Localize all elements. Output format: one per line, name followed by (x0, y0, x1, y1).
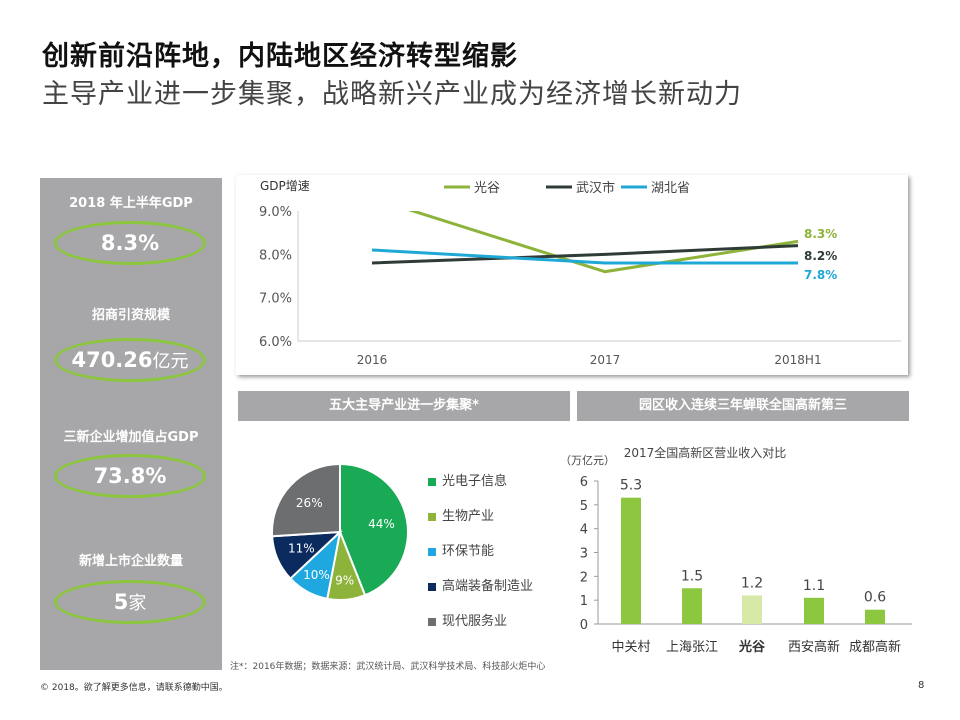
legend-item: 光电子信息 (428, 470, 507, 489)
kpi-label: 招商引资规模 (91, 308, 170, 323)
y-tick-label: 7.0% (259, 292, 292, 307)
series-line-武汉市 (371, 244, 799, 265)
pie-data-label: 10% (303, 568, 330, 582)
x-tick-label: 中关村 (611, 640, 650, 655)
legend-label: 湖北省 (651, 181, 690, 196)
end-data-label: 8.3% (804, 227, 837, 241)
x-tick-label: 西安高新 (788, 639, 840, 655)
legend-item: 高端装备制造业 (428, 575, 533, 594)
bar-data-label: 1.5 (681, 568, 703, 584)
chart-title: 2017全国高新区营业收入对比 (624, 445, 787, 460)
y-tick-label: 5 (580, 499, 588, 514)
bar-data-label: 5.3 (620, 478, 642, 494)
legend-label: 高端装备制造业 (442, 579, 534, 594)
section-header-industries: 五大主导产业进一步集聚* (238, 391, 570, 421)
kpi-panel: 2018 年上半年GDP 8.3% 招商引资规模 470.26亿元 三新企业增加… (40, 178, 222, 670)
legend-label: 现代服务业 (442, 614, 508, 629)
bar-data-label: 1.1 (803, 578, 825, 594)
kpi-label: 新增上市企业数量 (78, 554, 183, 569)
pie-slice (339, 462, 409, 597)
x-tick-label: 2016 (357, 353, 388, 367)
legend-item: 现代服务业 (428, 610, 507, 629)
bar-data-label: 0.6 (864, 590, 886, 606)
bar-中关村 (621, 497, 641, 624)
section-header-revenue: 园区收入连续三年蝉联全国高新第三 (577, 391, 909, 421)
gdp-growth-line-chart: GDP增速 6.0% 7.0% 8.0% 9.0% 2016 2017 2018H1 光谷 武汉市… (236, 175, 908, 375)
y-tick-label: 1 (580, 594, 588, 609)
page-title: 创新前沿阵地，内陆地区经济转型缩影 (42, 41, 518, 72)
y-tick-label: 0 (580, 618, 588, 633)
pie-data-label: 9% (335, 574, 354, 588)
legend-swatch (428, 477, 436, 486)
y-tick-label: 3 (580, 547, 588, 562)
bar-光谷 (742, 595, 762, 624)
page-number: 8 (918, 680, 925, 691)
series-line-光谷 (408, 211, 799, 274)
x-tick-label: 2017 (590, 353, 621, 367)
legend-item: 生物产业 (428, 505, 494, 524)
legend-item: 环保节能 (428, 540, 494, 559)
legend-swatch (428, 582, 436, 591)
series-line-湖北省 (371, 248, 798, 265)
pie-data-label: 11% (288, 542, 315, 556)
kpi-value: 8.3% (54, 221, 206, 265)
y-axis-title: GDP增速 (260, 179, 310, 193)
bar-上海张江 (682, 588, 702, 624)
bar-成都高新 (865, 609, 885, 624)
y-tick-label: 2 (580, 570, 588, 585)
y-tick-label: 6 (580, 475, 588, 490)
y-tick-label: 8.0% (259, 248, 292, 263)
industry-pie-chart: 44% 9% 10% 11% 26% (230, 440, 430, 634)
legend-label: 环保节能 (442, 544, 495, 559)
legend-label: 光电子信息 (442, 474, 508, 489)
x-tick-label: 成都高新 (849, 639, 901, 655)
bar-data-label: 1.2 (741, 575, 763, 591)
x-tick-label: 上海张江 (666, 640, 718, 655)
bar-西安高新 (804, 597, 824, 624)
legend-label: 光谷 (474, 181, 500, 196)
legend-label: 生物产业 (442, 509, 495, 524)
y-axis-title: （万亿元） (560, 454, 615, 467)
x-tick-label: 光谷 (738, 639, 766, 655)
kpi-value: 5家 (54, 580, 206, 624)
pie-data-label: 44% (368, 517, 395, 531)
pie-data-label: 26% (296, 496, 323, 510)
footnote: 注*：2016年数据；数据来源：武汉统计局、武汉科学技术局、科技部火炬中心 (230, 662, 546, 672)
revenue-bar-chart: 2017全国高新区营业收入对比 （万亿元） 0 1 2 3 4 5 6 5.3 中关村 1.5 上海张江… (550, 440, 920, 664)
end-data-label: 8.2% (804, 249, 837, 263)
y-tick-label: 9.0% (259, 205, 292, 220)
kpi-label: 三新企业增加值占GDP (63, 430, 199, 445)
legend-swatch (428, 512, 436, 521)
x-tick-label: 2018H1 (774, 353, 821, 367)
page-subtitle: 主导产业进一步集聚，战略新兴产业成为经济增长新动力 (42, 79, 742, 110)
legend-swatch (428, 617, 436, 626)
kpi-label: 2018 年上半年GDP (69, 196, 193, 211)
pie-slice (271, 462, 341, 538)
y-tick-label: 4 (580, 523, 588, 538)
end-data-label: 7.8% (804, 268, 837, 282)
copyright: © 2018。欲了解更多信息，请联系德勤中国。 (40, 683, 228, 693)
kpi-value: 470.26亿元 (54, 338, 206, 382)
legend-label: 武汉市 (576, 180, 615, 196)
kpi-value: 73.8% (54, 454, 206, 498)
legend-swatch (428, 547, 436, 556)
y-tick-label: 6.0% (259, 335, 292, 350)
